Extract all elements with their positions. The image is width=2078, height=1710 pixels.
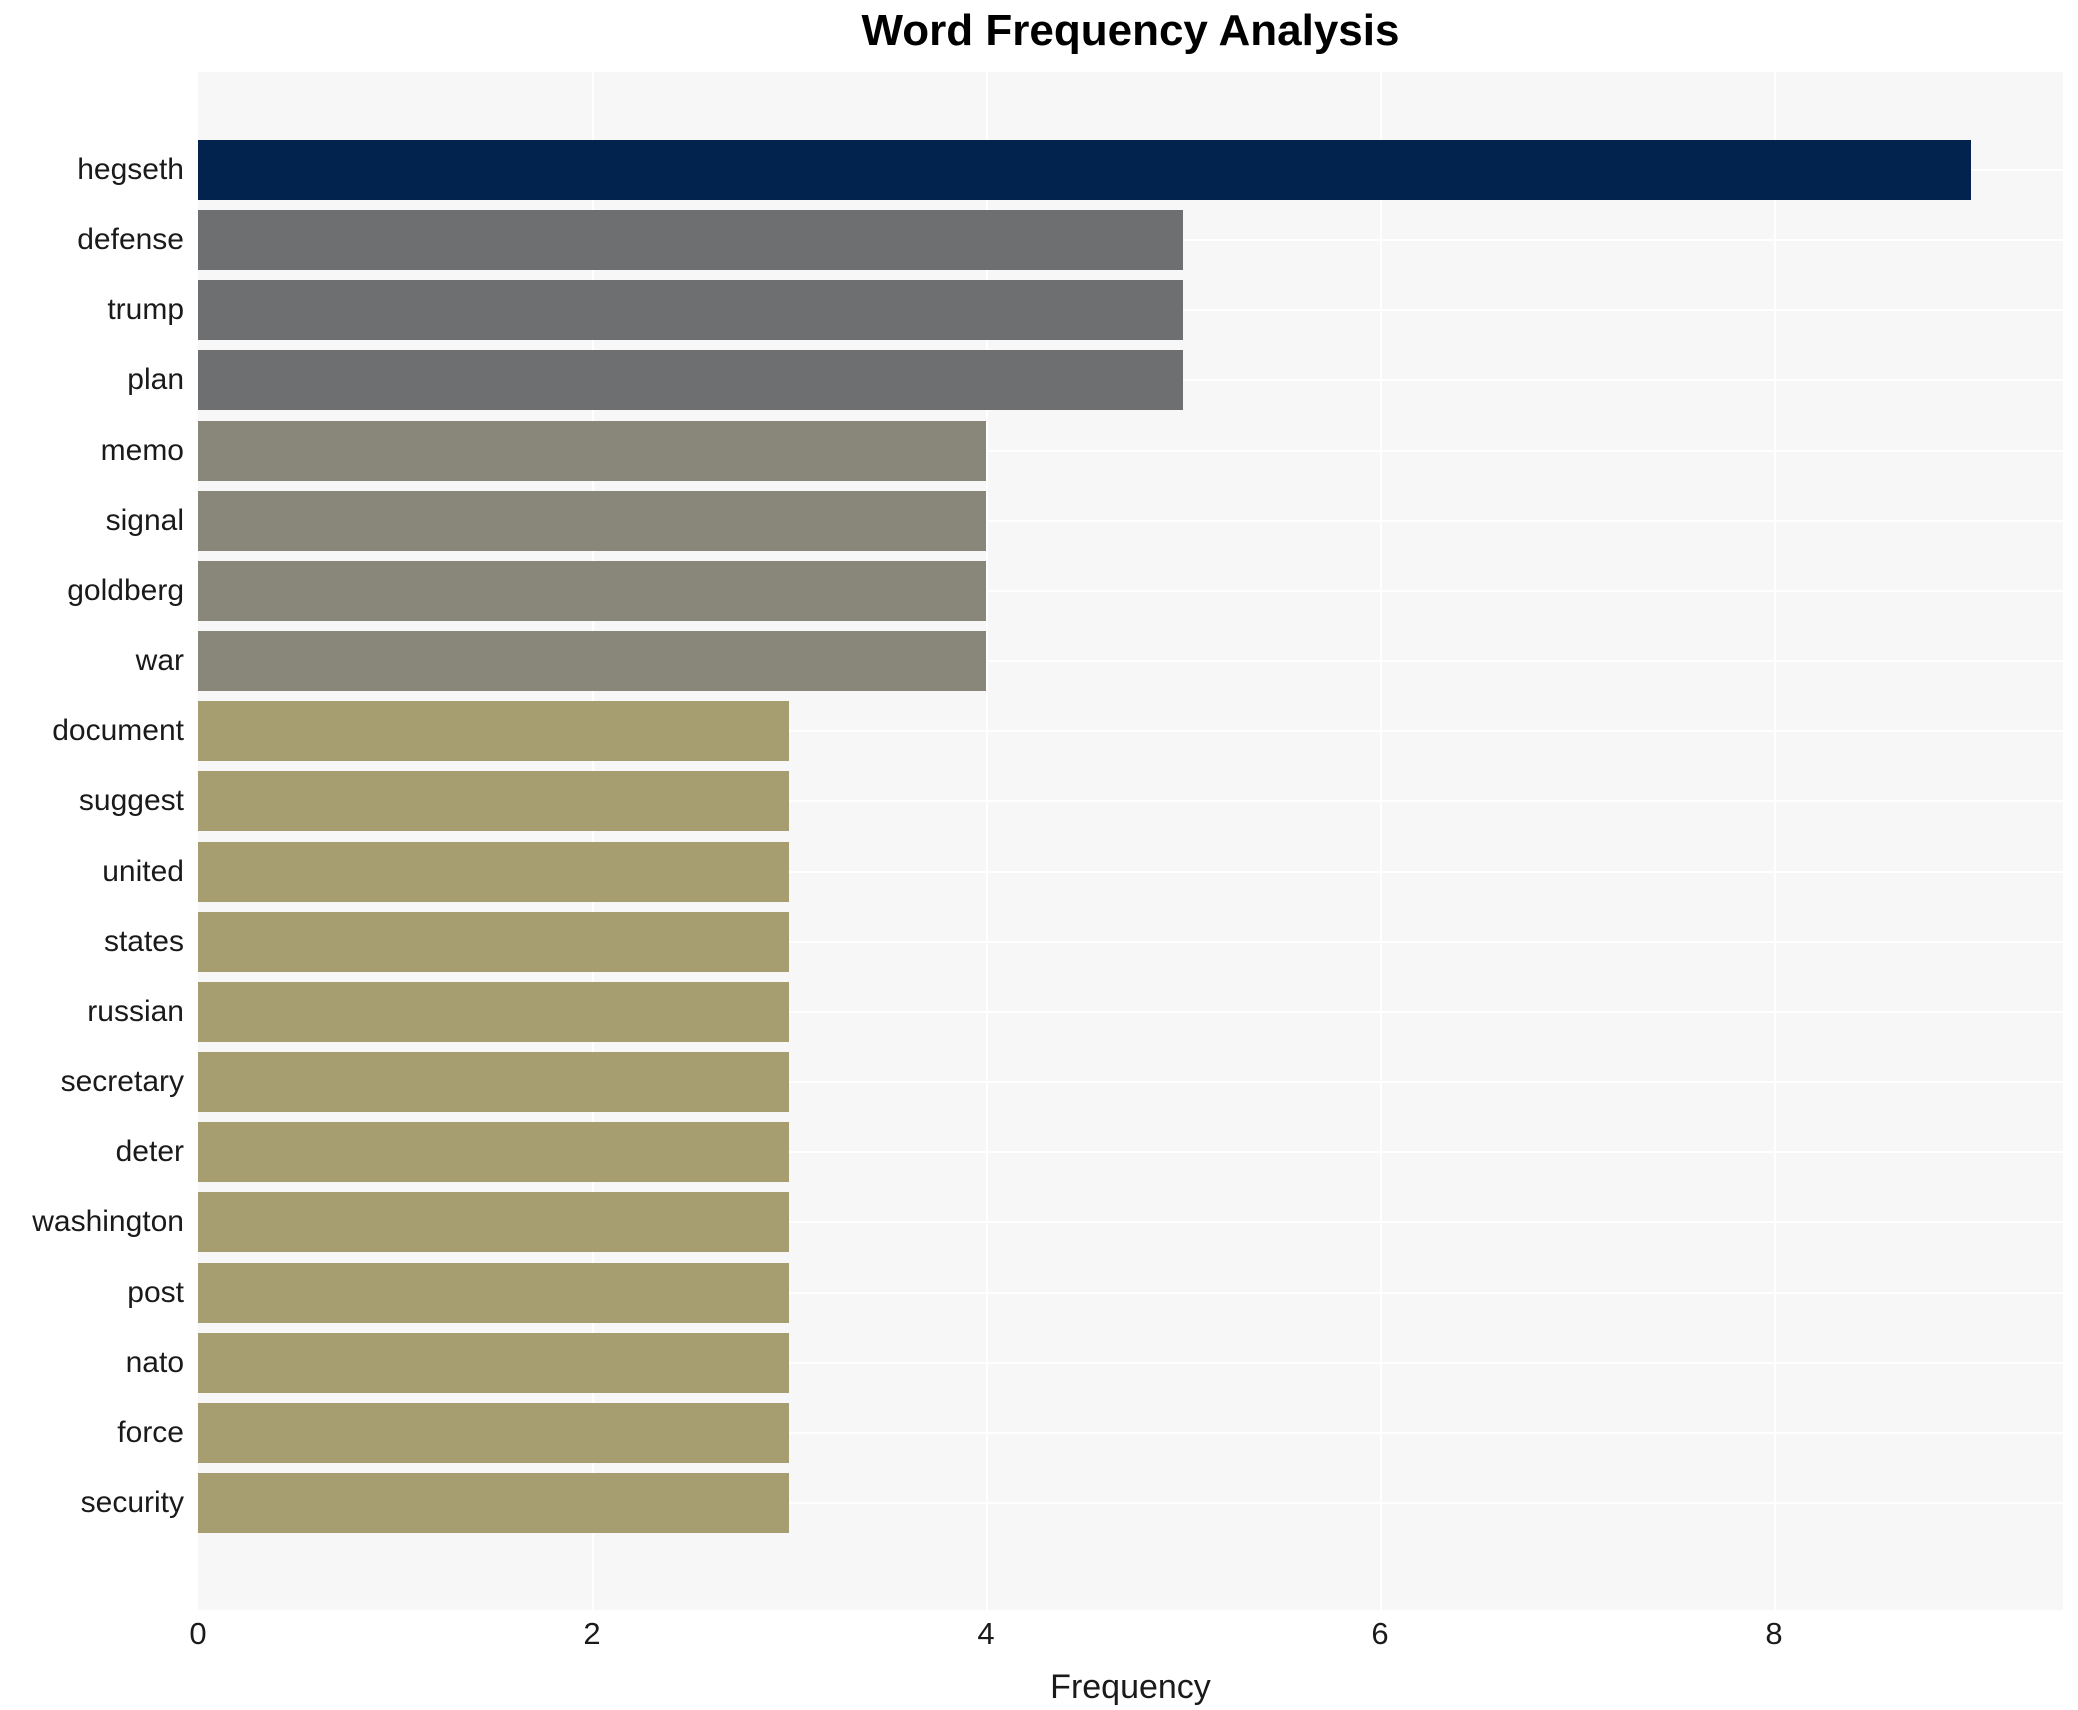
y-gridline xyxy=(198,870,2063,873)
bar-plan xyxy=(198,350,1183,411)
y-tick-label-security: security xyxy=(80,1486,184,1520)
bar-nato xyxy=(198,1332,789,1393)
y-gridline xyxy=(198,660,2063,663)
y-tick-label-hegseth: hegseth xyxy=(77,153,184,186)
y-gridline xyxy=(198,800,2063,803)
bar-goldberg xyxy=(198,560,986,621)
bar-signal xyxy=(198,490,986,551)
bar-force xyxy=(198,1402,789,1463)
bar-united xyxy=(198,841,789,902)
y-tick-label-washington: washington xyxy=(32,1205,184,1239)
y-tick-label-plan: plan xyxy=(127,363,184,397)
y-gridline xyxy=(198,589,2063,592)
bar-trump xyxy=(198,280,1183,341)
y-gridline xyxy=(198,1431,2063,1434)
y-gridline xyxy=(198,940,2063,943)
y-gridline xyxy=(198,730,2063,733)
bar-war xyxy=(198,631,986,692)
x-tick-label-6: 6 xyxy=(1371,1616,1389,1651)
x-gridline-2 xyxy=(592,72,594,1610)
y-tick-label-nato: nato xyxy=(125,1345,184,1379)
y-tick-label-trump: trump xyxy=(107,293,184,327)
y-gridline xyxy=(198,1291,2063,1294)
bar-secretary xyxy=(198,1052,789,1113)
bar-document xyxy=(198,701,789,762)
x-axis-label: Frequency xyxy=(1050,1668,1211,1706)
bar-suggest xyxy=(198,771,789,832)
y-gridline xyxy=(198,519,2063,522)
y-tick-label-defense: defense xyxy=(77,223,184,257)
y-tick-label-russian: russian xyxy=(87,994,184,1028)
y-gridline xyxy=(198,1502,2063,1505)
y-tick-label-signal: signal xyxy=(105,503,184,537)
y-gridline xyxy=(198,1010,2063,1013)
x-tick-label-0: 0 xyxy=(189,1616,207,1651)
y-gridline xyxy=(198,1361,2063,1364)
bar-states xyxy=(198,911,789,972)
bar-post xyxy=(198,1262,789,1323)
y-gridline xyxy=(198,1151,2063,1154)
bar-hegseth xyxy=(198,140,1971,200)
x-gridline-6 xyxy=(1380,72,1382,1610)
y-tick-label-document: document xyxy=(52,714,184,748)
y-tick-label-memo: memo xyxy=(100,433,184,467)
bar-memo xyxy=(198,420,986,481)
x-tick-label-8: 8 xyxy=(1765,1616,1783,1651)
bar-russian xyxy=(198,981,789,1042)
y-tick-label-secretary: secretary xyxy=(60,1065,184,1099)
plot-area xyxy=(198,72,2063,1610)
bar-defense xyxy=(198,210,1183,271)
y-tick-label-post: post xyxy=(127,1275,184,1309)
y-gridline xyxy=(198,1221,2063,1224)
y-gridline xyxy=(198,449,2063,452)
x-tick-label-4: 4 xyxy=(977,1616,995,1651)
y-tick-label-united: united xyxy=(102,854,184,888)
y-gridline xyxy=(198,1081,2063,1084)
y-tick-label-states: states xyxy=(103,924,184,958)
y-tick-label-war: war xyxy=(135,644,184,678)
y-tick-label-deter: deter xyxy=(115,1135,184,1169)
y-tick-label-suggest: suggest xyxy=(78,784,184,818)
x-gridline-8 xyxy=(1774,72,1776,1610)
x-gridline-4 xyxy=(986,72,988,1610)
bar-security xyxy=(198,1473,789,1534)
y-tick-label-force: force xyxy=(117,1415,184,1449)
y-tick-label-goldberg: goldberg xyxy=(67,573,184,607)
bar-washington xyxy=(198,1192,789,1253)
chart-title: Word Frequency Analysis xyxy=(861,6,1400,55)
bar-deter xyxy=(198,1122,789,1183)
x-tick-label-2: 2 xyxy=(583,1616,601,1651)
